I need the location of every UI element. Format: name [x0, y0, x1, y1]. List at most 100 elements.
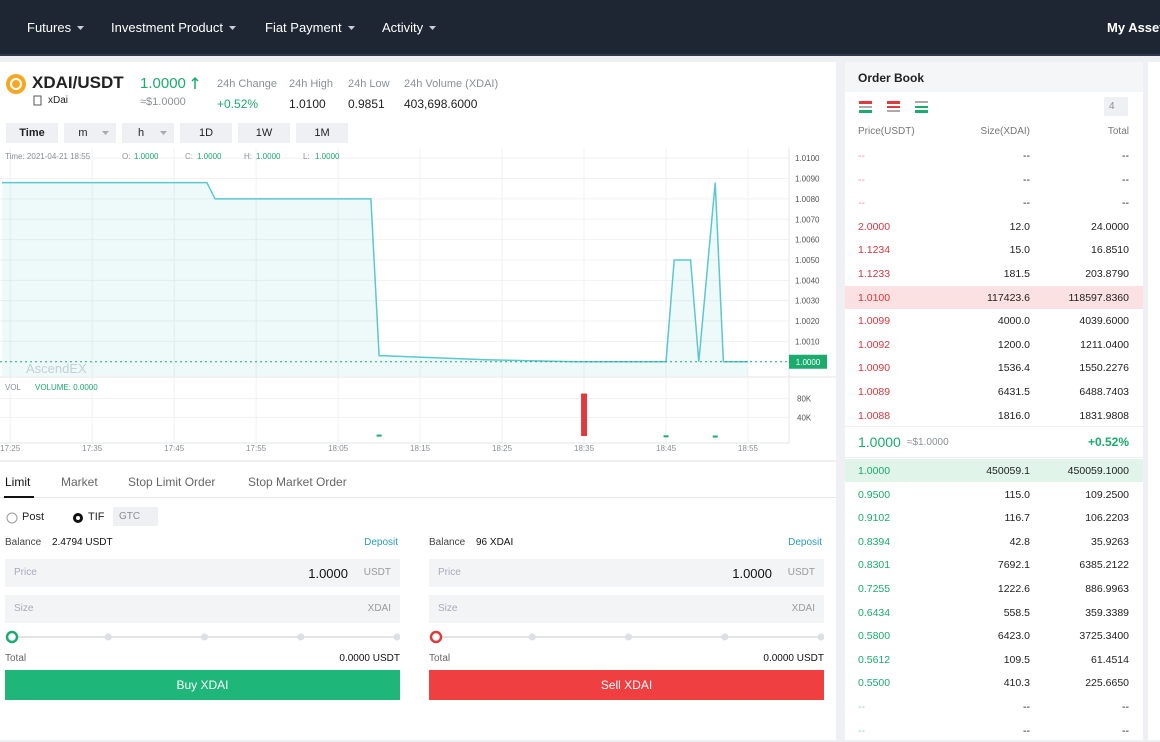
tif-option[interactable]: TIF: [88, 511, 105, 523]
column-header: Total: [1107, 126, 1129, 137]
order-tab[interactable]: Market: [61, 475, 98, 489]
view-icons[interactable]: [859, 100, 939, 114]
interval-button[interactable]: h: [122, 123, 174, 143]
price-input[interactable]: Price 1.0000 USDT: [429, 559, 824, 587]
book-row[interactable]: -- -- --: [845, 191, 1143, 214]
book-row[interactable]: 0.8394 42.8 35.9263: [845, 530, 1143, 553]
book-row[interactable]: -- -- --: [845, 695, 1143, 718]
column-header: Price(USDT): [858, 126, 915, 137]
interval-button[interactable]: 1D: [180, 123, 232, 143]
y-tick-label: 1.0090: [795, 175, 820, 184]
book-row[interactable]: 1.0088 1816.0 1831.9808: [845, 404, 1143, 427]
order-tab[interactable]: Limit: [5, 475, 31, 489]
caret: [429, 26, 436, 30]
book-row[interactable]: 0.5612 109.5 61.4514: [845, 648, 1143, 671]
row-price: 1.0088: [858, 409, 891, 422]
post-option[interactable]: Post: [22, 511, 45, 523]
order-tab[interactable]: Stop Market Order: [248, 475, 347, 489]
mid-divider: [845, 457, 1143, 458]
book-row[interactable]: 1.1233 181.5 203.8790: [845, 262, 1143, 285]
deposit-link[interactable]: Deposit: [364, 537, 398, 548]
book-row[interactable]: 1.0100 117423.6 118597.8360: [845, 285, 1143, 309]
book-row[interactable]: 0.7255 1222.6 886.9963: [845, 577, 1143, 600]
interval-button[interactable]: 1M: [296, 123, 348, 143]
book-row[interactable]: -- -- --: [845, 719, 1143, 742]
book-row[interactable]: 1.1234 15.0 16.8510: [845, 238, 1143, 261]
stat-value: +0.52%: [217, 97, 259, 111]
row-size: 558.5: [1003, 606, 1030, 619]
mid-divider: [845, 426, 1143, 427]
price-input[interactable]: Price 1.0000 USDT: [5, 559, 400, 587]
ohlc-value: 1.0000: [134, 152, 159, 161]
row-total: --: [1122, 724, 1129, 737]
book-row[interactable]: 1.0099 4000.0 4039.6000: [845, 309, 1143, 332]
chart-time: Time: 2021-04-21 18:55: [5, 152, 91, 161]
book-row[interactable]: 0.5800 6423.0 3725.3400: [845, 624, 1143, 647]
order-book: Order Book 4 1.0000 ≈$1.0000 +0.52% Pric…: [845, 62, 1143, 740]
interval-button[interactable]: 1W: [238, 123, 290, 143]
x-tick-label: 18:35: [574, 444, 595, 453]
book-row[interactable]: 0.8301 7692.1 6385.2122: [845, 553, 1143, 576]
book-row[interactable]: 0.6434 558.5 359.3389: [845, 601, 1143, 624]
book-row[interactable]: 0.9102 116.7 106.2203: [845, 506, 1143, 529]
order-tab[interactable]: Stop Limit Order: [128, 475, 216, 489]
book-row[interactable]: 2.0000 12.0 24.0000: [845, 215, 1143, 238]
row-size: 12.0: [1009, 220, 1030, 233]
row-size: --: [1023, 150, 1030, 162]
tab-underline: [4, 496, 34, 498]
interval-button[interactable]: Time: [6, 123, 58, 143]
book-row[interactable]: -- -- --: [845, 168, 1143, 191]
y-tick-label: 1.0080: [795, 195, 820, 204]
sell-button[interactable]: Sell XDAI: [429, 670, 824, 700]
last-price-box: [789, 354, 827, 369]
book-row[interactable]: -- -- --: [845, 144, 1143, 167]
slider-dot: [817, 633, 824, 641]
deposit-link[interactable]: Deposit: [788, 537, 822, 548]
row-price: 1.0090: [858, 362, 891, 375]
caret: [102, 131, 109, 135]
row-price: --: [858, 150, 865, 162]
price-unit: USDT: [363, 567, 391, 578]
nav-item[interactable]: Fiat Payment: [265, 20, 342, 35]
row-total: 6385.2122: [1079, 559, 1129, 572]
row-size: 1816.0: [997, 409, 1030, 422]
size-slider[interactable]: [5, 630, 400, 644]
row-size: --: [1023, 724, 1030, 737]
row-total: 3725.3400: [1079, 630, 1129, 643]
nav-item[interactable]: Futures: [27, 20, 72, 35]
book-row[interactable]: 1.0090 1536.4 1550.2276: [845, 356, 1143, 379]
interval-button[interactable]: m: [64, 123, 116, 143]
y-tick-label: 1.0020: [795, 317, 820, 326]
size-unit: XDAI: [791, 603, 815, 614]
book-row[interactable]: 1.0092 1200.0 1211.0400: [845, 333, 1143, 356]
nav-item[interactable]: Activity: [382, 20, 424, 35]
book-row[interactable]: 1.0000 450059.1 450059.1000: [845, 459, 1143, 482]
ohlc-value: 1.0000: [197, 152, 222, 161]
book-title: Order Book: [858, 71, 925, 85]
book-header: [845, 62, 1143, 92]
stat-label: 24h High: [289, 78, 334, 90]
tif-select[interactable]: GTC: [113, 507, 158, 526]
stat-label: 24h Change: [217, 78, 277, 90]
row-size: 1222.6: [997, 583, 1030, 595]
buy-button[interactable]: Buy XDAI: [5, 670, 400, 700]
tab-border: [0, 497, 836, 498]
account-link[interactable]: My Asset: [1107, 20, 1160, 35]
book-row[interactable]: 1.0089 6431.5 6488.7403: [845, 380, 1143, 403]
size-slider[interactable]: [429, 630, 824, 644]
row-total: 6488.7403: [1079, 386, 1129, 398]
y-tick-label: 1.0070: [795, 215, 820, 224]
book-row[interactable]: 0.9500 115.0 109.2500: [845, 483, 1143, 506]
depth-select[interactable]: 4: [1104, 97, 1128, 116]
nav-item[interactable]: Investment Product: [111, 20, 223, 35]
ohlc-value: 1.0000: [256, 152, 281, 161]
row-total: 4039.6000: [1079, 315, 1129, 328]
radios[interactable]: [6, 511, 96, 525]
total-label: Total: [5, 653, 27, 664]
size-input[interactable]: Size XDAI: [5, 595, 400, 623]
book-row[interactable]: 0.5500 410.3 225.6650: [845, 671, 1143, 694]
size-input[interactable]: Size XDAI: [429, 595, 824, 623]
row-total: 35.9263: [1091, 535, 1129, 548]
row-price: --: [858, 197, 865, 210]
